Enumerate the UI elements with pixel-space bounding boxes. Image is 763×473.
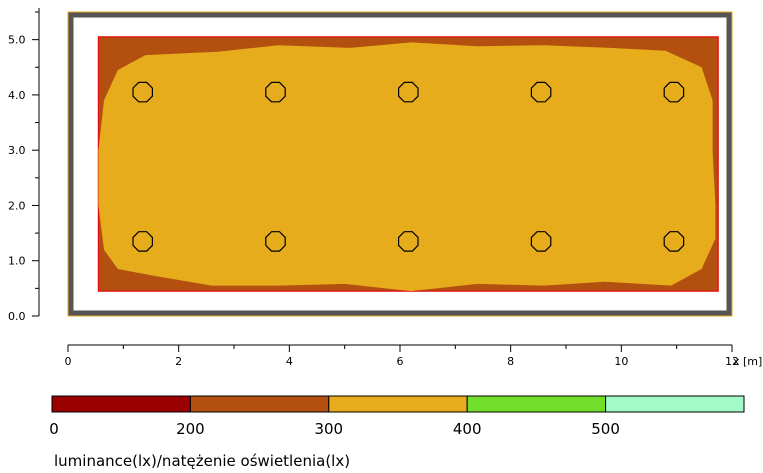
x-axis-label: x [m] [733,355,762,368]
x-tick-label: 4 [286,355,293,368]
legend-swatch [51,395,191,413]
legend-swatch [328,395,468,413]
y-tick-label: 4.0 [8,89,26,102]
luminaire-8 [398,231,419,252]
y-tick-label: 2.0 [8,199,26,212]
legend-label: 400 [453,420,482,438]
x-tick-label: 8 [507,355,514,368]
legend-swatch [189,395,330,413]
luminaire-3 [398,81,419,103]
color-legend: 0 200 300 400 500 [49,395,745,438]
y-tick-label: 1.0 [8,255,26,268]
x-tick-label: 0 [65,355,72,368]
plot-area [67,11,733,317]
luminaire-7 [265,231,286,252]
luminaire-1 [132,81,153,103]
luminaire-2 [265,81,286,103]
luminaire-9 [530,231,552,252]
y-tick-label: 3.0 [8,144,26,157]
contour-300-400 [98,42,716,292]
luminaire-5 [663,81,685,103]
x-tick-label: 12 [725,355,739,368]
x-tick-label: 2 [175,355,182,368]
legend-label: 200 [176,420,205,438]
luminaire-4 [530,81,552,103]
legend-swatch [466,395,607,413]
luminaire-6 [132,231,153,252]
legend-swatch [605,395,745,413]
x-tick-label: 10 [614,355,628,368]
legend-label: 0 [49,420,59,438]
x-tick-label: 6 [397,355,404,368]
room-wall [68,12,732,316]
luminaire-10 [663,231,685,252]
legend-label: 300 [314,420,343,438]
legend-label: 500 [591,420,620,438]
y-tick-label: 0.0 [8,310,26,323]
axes: 0.0 1.0 2.0 3.0 4.0 5.0 0 2 4 6 8 10 12x [m] [8,8,762,368]
legend-caption: luminance(lx)/natężenie oświetlenia(lx) [54,452,350,470]
y-tick-label: 5.0 [8,34,26,47]
